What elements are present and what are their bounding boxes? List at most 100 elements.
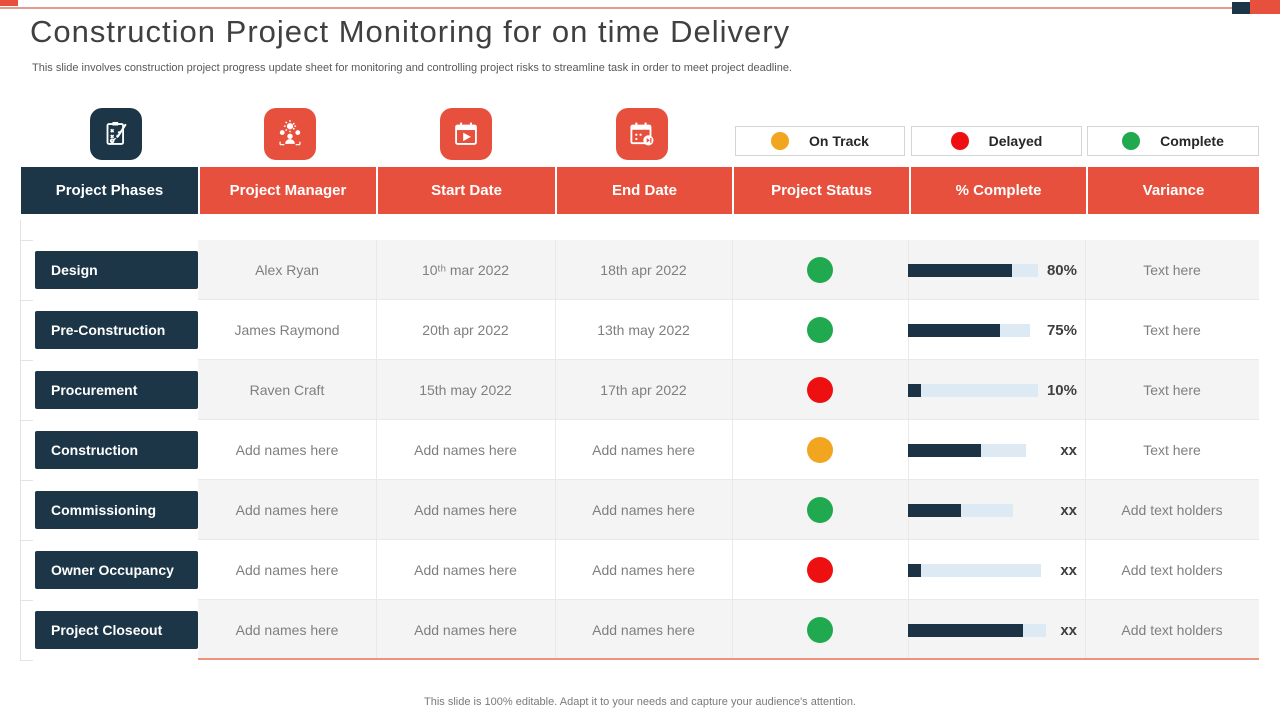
cell-project-status [732,600,908,660]
legend-label: Delayed [988,133,1043,149]
cell-end-date: 13th may 2022 [597,322,690,338]
cell-end-date: Add names here [592,442,695,458]
column-separator [1085,480,1086,540]
status-dot-icon [807,617,833,643]
header-cell-variance: Variance [1088,167,1259,214]
cell-end-date: Add names here [592,562,695,578]
header-cell-project-status: Project Status [734,167,909,214]
phase-chip: Design [35,251,198,289]
cell-project-status [732,360,908,420]
phase-chip: Project Closeout [35,611,198,649]
cell-project-manager: James Raymond [234,322,340,338]
progress-bar [908,240,1085,300]
cell-variance: Text here [1143,382,1201,398]
cell-variance: Add text holders [1121,502,1223,518]
cell-start-date: Add names here [414,622,517,638]
progress-bar [908,540,1085,600]
column-separator [1085,240,1086,300]
progress-track [908,563,1041,577]
row-stripe [198,540,1259,600]
progress-fill [908,503,961,517]
rail-tick [20,420,33,421]
rail-tick [20,660,33,661]
progress-fill [908,443,982,457]
cell-variance: Add text holders [1121,562,1223,578]
percent-complete-label: xx [1060,621,1077,639]
cell-project-manager: Add names here [235,562,339,578]
rail-tick [20,360,33,361]
cell-project-status [732,420,908,480]
cell-end-date: Add names here [592,622,695,638]
row-stripe [198,480,1259,540]
column-separator [376,360,377,420]
phase-chip: Construction [35,431,198,469]
column-separator [555,420,556,480]
cell-project-manager: Add names here [235,502,339,518]
phase-chip: Pre-Construction [35,311,198,349]
cell-variance: Text here [1143,322,1201,338]
column-separator [376,240,377,300]
status-dot-icon [807,257,833,283]
status-dot-icon [807,437,833,463]
page-title: Construction Project Monitoring for on t… [30,14,791,49]
column-separator [555,480,556,540]
table-row: Construction Add names here Add names here… [0,420,1280,480]
column-separator [732,300,733,360]
cell-start-date: 10ᵗʰ mar 2022 [421,262,510,278]
header-cell-end-date: End Date [557,167,732,214]
status-dot-icon [807,317,833,343]
cell-project-manager: Add names here [235,442,339,458]
left-rail [20,220,21,660]
progress-track [908,623,1046,637]
legend-label: Complete [1160,133,1224,149]
cell-start-date: Add names here [414,562,517,578]
column-separator [1085,300,1086,360]
legend-label: On Track [809,133,869,149]
status-dot-icon [771,132,790,150]
cell-project-status [732,480,908,540]
table-row: Pre-Construction James Raymond 20th apr 20… [0,300,1280,360]
column-separator [1085,540,1086,600]
table-row: Procurement Raven Craft 15th may 2022 17th … [0,360,1280,420]
progress-bar [908,600,1085,660]
cell-end-date: 17th apr 2022 [600,382,687,398]
column-separator [555,600,556,660]
legend-item-complete: Complete [1087,126,1259,156]
status-dot-icon [950,132,969,150]
cell-variance: Text here [1143,262,1201,278]
progress-fill [908,383,921,397]
column-separator [555,360,556,420]
table-row: Design Alex Ryan 10ᵗʰ mar 2022 18th apr 202… [0,240,1280,300]
manager-gears-icon [264,108,316,160]
row-stripe [198,300,1259,360]
percent-complete-label: 80% [1046,261,1077,279]
status-dot-icon [807,557,833,583]
legend-item-on-track: On Track [735,126,905,156]
strategy-plan-icon [90,108,142,160]
cell-start-date: Add names here [414,502,517,518]
percent-complete-label: xx [1060,561,1077,579]
footer-note: This slide is 100% editable. Adapt it to… [424,696,856,708]
phase-chip: Commissioning [35,491,198,529]
top-left-accent [0,0,18,6]
column-separator [732,600,733,660]
status-dot-icon [807,497,833,523]
cell-end-date: 18th apr 2022 [600,262,687,278]
progress-fill [908,563,922,577]
column-separator [376,300,377,360]
cell-variance: Text here [1143,442,1201,458]
legend-item-delayed: Delayed [911,126,1082,156]
phase-chip: Owner Occupancy [35,551,198,589]
percent-complete-label: xx [1060,501,1077,519]
progress-bar [908,480,1085,540]
progress-track [908,323,1030,337]
progress-bar [908,300,1085,360]
table-row: Commissioning Add names here Add names her… [0,480,1280,540]
column-separator [732,240,733,300]
status-dot-icon [807,377,833,403]
cell-project-manager: Add names here [235,622,339,638]
column-separator [1085,600,1086,660]
table-bottom-rule [198,658,1259,660]
column-separator [732,360,733,420]
